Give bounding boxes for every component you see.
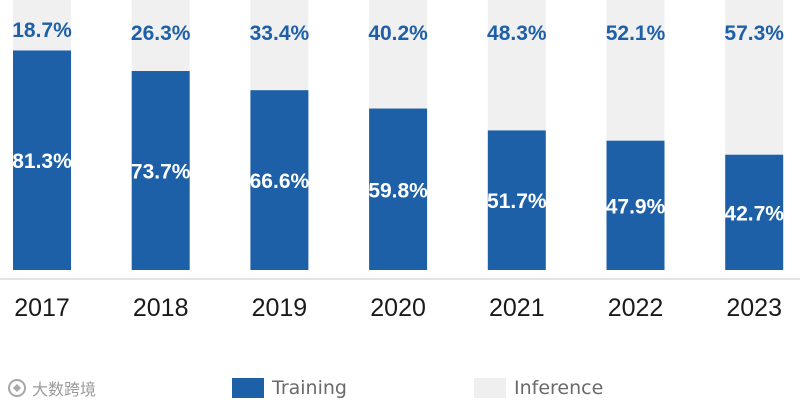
bar-training-2021 — [487, 130, 546, 270]
label-training-2018: 73.7% — [131, 161, 191, 184]
label-inference-2020: 40.2% — [368, 22, 428, 45]
x-tick-2023: 2023 — [726, 294, 782, 322]
label-inference-2019: 33.4% — [250, 22, 310, 45]
bar-training-2020 — [369, 108, 428, 270]
bar-training-2019 — [250, 90, 309, 271]
label-inference-2022: 52.1% — [606, 22, 666, 45]
bar-inference-2020 — [369, 0, 428, 109]
bar-training-2018 — [131, 71, 190, 270]
label-training-2017: 81.3% — [12, 150, 72, 173]
label-training-2021: 51.7% — [487, 190, 547, 213]
x-tick-2017: 2017 — [14, 294, 70, 322]
legend-label-training: Training — [272, 377, 347, 399]
bar-training-2023 — [725, 154, 784, 270]
legend-item-inference: Inference — [474, 374, 603, 402]
label-training-2019: 66.6% — [250, 170, 310, 193]
label-training-2020: 59.8% — [368, 179, 428, 202]
legend-label-inference: Inference — [514, 377, 604, 399]
legend-item-training: Training — [232, 374, 347, 402]
bar-inference-2021 — [487, 0, 546, 131]
bar-training-2017 — [13, 50, 71, 270]
label-inference-2017: 18.7% — [12, 19, 72, 42]
bar-inference-2023 — [725, 0, 784, 155]
logo-text: 大数跨境 — [32, 380, 97, 399]
legend-swatch-inference — [474, 378, 506, 398]
x-tick-2018: 2018 — [133, 294, 189, 322]
bar-inference-2017 — [13, 0, 71, 51]
label-training-2023: 42.7% — [724, 202, 784, 225]
bar-inference-2018 — [131, 0, 190, 72]
logo-icon — [8, 379, 26, 397]
label-inference-2023: 57.3% — [724, 22, 784, 45]
x-tick-2020: 2020 — [370, 294, 426, 322]
label-inference-2018: 26.3% — [131, 22, 191, 45]
bar-training-2022 — [606, 140, 665, 270]
watermark-logo: 大数跨境 — [6, 376, 96, 400]
label-inference-2021: 48.3% — [487, 22, 547, 45]
x-tick-2019: 2019 — [252, 294, 308, 322]
x-tick-2021: 2021 — [489, 294, 545, 322]
label-training-2022: 47.9% — [606, 195, 666, 218]
x-tick-2022: 2022 — [608, 294, 664, 322]
bar-inference-2022 — [606, 0, 665, 141]
legend-swatch-training — [232, 378, 264, 398]
bar-inference-2019 — [250, 0, 309, 91]
